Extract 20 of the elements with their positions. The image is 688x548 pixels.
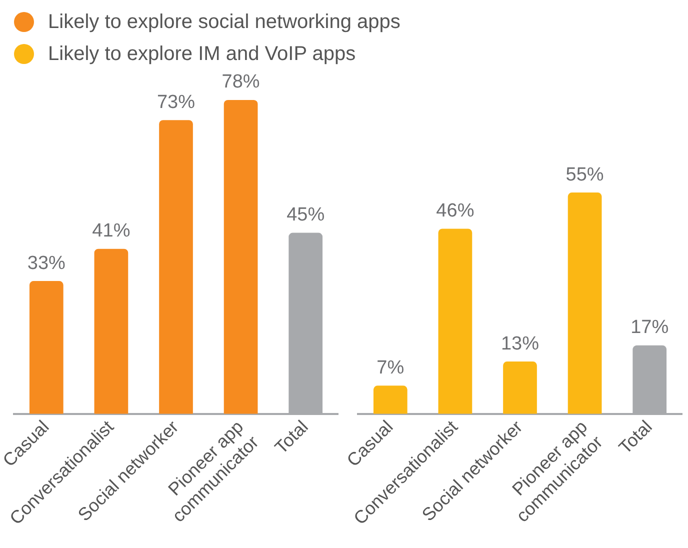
bar: [224, 100, 258, 414]
bar: [438, 228, 472, 414]
bar: [503, 362, 537, 414]
bar: [159, 120, 193, 414]
data-label: 41%: [92, 220, 130, 242]
data-label: 33%: [27, 252, 66, 274]
data-label: 13%: [500, 333, 540, 354]
data-label: 7%: [376, 357, 404, 378]
bar: [373, 386, 408, 414]
bar: [568, 192, 602, 414]
data-label: 45%: [286, 204, 325, 226]
bar: [29, 281, 64, 414]
data-label: 78%: [222, 72, 260, 93]
legend-label: Likely to explore social networking apps: [48, 10, 400, 34]
bar: [94, 248, 128, 414]
data-label: 46%: [436, 200, 474, 222]
data-label: 73%: [156, 92, 196, 113]
legend-label: Likely to explore IM and VoIP apps: [48, 42, 356, 66]
data-label: 17%: [630, 317, 669, 338]
data-label: 55%: [566, 164, 604, 186]
